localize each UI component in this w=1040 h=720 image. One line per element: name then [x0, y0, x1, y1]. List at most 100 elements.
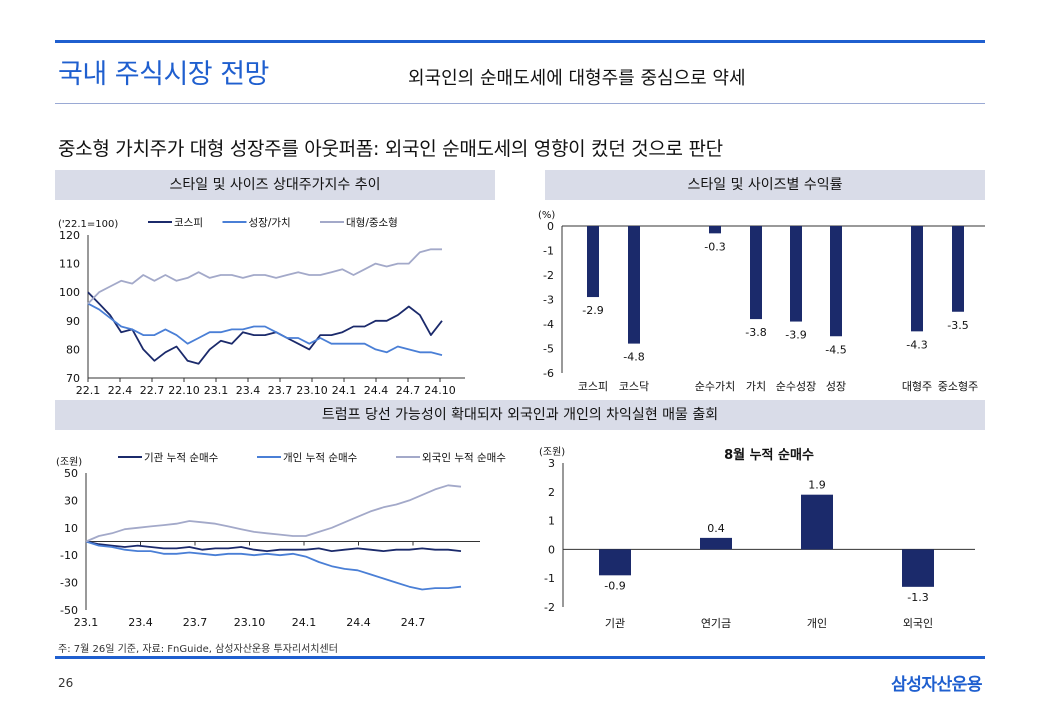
y-tick-label: 10 — [64, 522, 78, 535]
data-label: -3.8 — [745, 326, 766, 339]
y-tick-label: 30 — [64, 494, 78, 507]
bar — [952, 226, 964, 312]
y-tick-label: 100 — [59, 286, 80, 299]
y-tick-label: 110 — [59, 258, 80, 271]
chart-august-net-buy: (조원) 8월 누적 순매수 3 2 1 0 -1 -2 -0.9 기관 0.4 연기금 1.9 개인 -1… — [539, 446, 975, 630]
data-label: -2.9 — [582, 304, 603, 317]
data-label: -0.3 — [704, 240, 725, 253]
band-top-left: 스타일 및 사이즈 상대주가지수 추이 — [55, 170, 495, 200]
y-tick-label: -1 — [544, 572, 555, 585]
y-tick-label: -2 — [544, 601, 555, 614]
category-label: 중소형주 — [938, 380, 978, 393]
series-line — [87, 248, 442, 305]
x-tick-label: 24.4 — [364, 384, 389, 397]
data-label: -4.5 — [825, 343, 846, 356]
y-tick-label: -50 — [60, 604, 78, 617]
top-rule — [55, 40, 985, 43]
headline: 중소형 가치주가 대형 성장주를 아웃퍼폼: 외국인 순매도세의 영향이 컸던 … — [58, 138, 723, 160]
bar — [628, 226, 640, 344]
bottom-rule — [55, 656, 985, 659]
x-tick-label: 24.7 — [401, 616, 426, 629]
category-label: 외국인 — [903, 617, 933, 630]
y-tick-label: 80 — [66, 343, 80, 356]
y-tick-label: -6 — [543, 367, 554, 380]
y-tick-label: 2 — [548, 486, 555, 499]
legend-label: 대형/중소형 — [346, 217, 398, 229]
bar — [911, 226, 923, 332]
data-label: -1.3 — [907, 591, 928, 604]
unit-label: (%) — [538, 210, 555, 221]
bar — [587, 226, 599, 298]
legend-label: 성장/가치 — [249, 217, 291, 229]
y-tick-label: -1 — [543, 245, 554, 258]
y-tick-label: -3 — [543, 294, 554, 307]
y-tick-label: 70 — [66, 372, 80, 385]
category-label: 순수가치 — [695, 380, 735, 393]
x-tick-label: 24.4 — [346, 616, 371, 629]
y-tick-label: -10 — [60, 549, 78, 562]
y-tick-label: 120 — [59, 229, 80, 242]
page-title: 국내 주식시장 전망 — [58, 59, 269, 90]
category-label: 순수성장 — [776, 380, 816, 393]
x-tick-label: 22.7 — [140, 384, 165, 397]
category-label: 코스닥 — [619, 380, 649, 393]
y-tick-label: 3 — [548, 457, 555, 470]
x-tick-label: 24.1 — [292, 616, 317, 629]
x-tick-label: 22.1 — [76, 384, 101, 397]
bar — [599, 549, 631, 576]
page-subtitle: 외국인의 순매도세에 대형주를 중심으로 약세 — [408, 68, 746, 89]
data-label: -4.3 — [906, 338, 927, 351]
x-tick-label: 23.1 — [204, 384, 229, 397]
bar — [709, 226, 721, 234]
data-label: -4.8 — [623, 351, 644, 364]
data-label: -3.9 — [785, 329, 806, 342]
x-tick-label: 23.7 — [268, 384, 293, 397]
y-tick-label: 1 — [548, 515, 555, 528]
y-tick-label: -30 — [60, 577, 78, 590]
x-tick-label: 23.7 — [183, 616, 208, 629]
x-tick-label: 23.4 — [236, 384, 261, 397]
unit-label: (조원) — [539, 446, 565, 458]
series-line — [85, 484, 462, 543]
x-tick-label: 24.1 — [332, 384, 357, 397]
bar — [902, 549, 934, 587]
header-rule — [55, 103, 985, 104]
data-label: 0.4 — [707, 522, 725, 535]
bar — [801, 494, 833, 550]
bar — [750, 226, 762, 320]
page-number: 26 — [58, 676, 74, 690]
legend-label: 코스피 — [174, 217, 203, 229]
chart-style-returns: (%)0 -1 -2 -3 -4 -5 -6 -2.9 코스피 -4.8 코스닥 -0.3 순수가치 -3… — [538, 210, 985, 393]
category-label: 대형주 — [902, 380, 932, 393]
band-top-right: 스타일 및 사이즈별 수익률 — [545, 170, 985, 200]
data-label: -0.9 — [604, 579, 625, 592]
bar — [700, 537, 732, 550]
y-tick-label: 50 — [64, 467, 78, 480]
y-tick-label: 90 — [66, 315, 80, 328]
x-tick-label: 23.10 — [234, 616, 266, 629]
x-tick-label: 24.7 — [396, 384, 421, 397]
x-tick-label: 24.10 — [424, 384, 456, 397]
unit-label: ('22.1=100) — [58, 219, 118, 230]
x-tick-label: 23.1 — [74, 616, 99, 629]
series-line — [87, 291, 443, 365]
category-label: 가치 — [746, 380, 766, 393]
bar — [830, 226, 842, 337]
data-label: 1.9 — [808, 479, 826, 492]
x-tick-label: 22.4 — [108, 384, 133, 397]
y-tick-label: 0 — [547, 220, 554, 233]
y-tick-label: 0 — [548, 543, 555, 556]
x-tick-label: 22.10 — [168, 384, 200, 397]
category-label: 기관 — [605, 617, 625, 630]
brand-logo: 삼성자산운용 — [891, 675, 982, 695]
x-tick-label: 23.10 — [296, 384, 328, 397]
band-middle: 트럼프 당선 가능성이 확대되자 외국인과 개인의 차익실현 매물 출회 — [55, 400, 985, 430]
unit-label: (조원) — [56, 456, 82, 468]
legend-label: 개인 누적 순매수 — [283, 452, 358, 464]
legend-label: 외국인 누적 순매수 — [422, 452, 506, 464]
data-label: -3.5 — [947, 319, 968, 332]
bar — [790, 226, 802, 322]
chart-relative-index: ('22.1=100) 70 80 90 100 110 120 22.1 22.4 22.7 22… — [58, 217, 465, 397]
